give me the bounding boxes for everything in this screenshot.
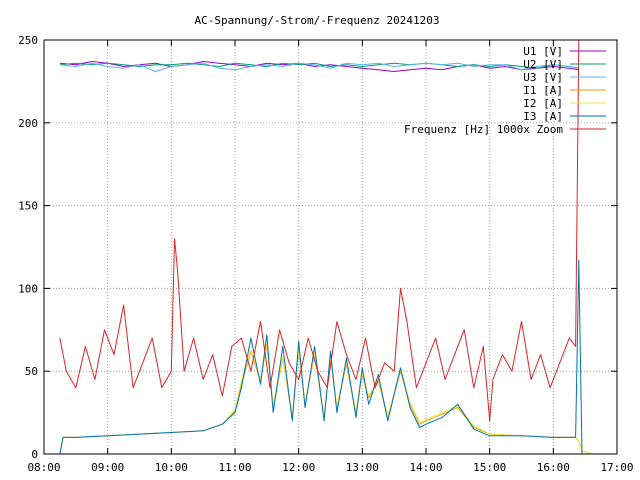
x-tick-label-6: 14:00 — [409, 461, 442, 474]
y-tick-label-1: 50 — [25, 365, 38, 378]
legend: U1 [V]U2 [V]U3 [V]I1 [A]I2 [A]I3 [A]Freq… — [404, 45, 606, 136]
chart-title: AC-Spannung/-Strom/-Frequenz 20241203 — [194, 14, 439, 27]
series-line-1 — [59, 62, 579, 69]
legend-label-0: U1 [V] — [523, 45, 563, 58]
x-tick-label-2: 10:00 — [155, 461, 188, 474]
legend-label-4: I2 [A] — [523, 97, 563, 110]
x-tick-label-9: 17:00 — [600, 461, 633, 474]
legend-label-1: U2 [V] — [523, 58, 563, 71]
series-line-5 — [59, 259, 592, 455]
series-line-0 — [59, 61, 579, 72]
x-tick-label-7: 15:00 — [473, 461, 506, 474]
x-tick-label-1: 09:00 — [91, 461, 124, 474]
y-tick-label-3: 150 — [18, 200, 38, 213]
plot-frame — [43, 39, 618, 455]
legend-label-6: Frequenz [Hz] 1000x Zoom — [404, 123, 563, 136]
legend-label-5: I3 [A] — [523, 110, 563, 123]
y-tick-label-0: 0 — [31, 448, 38, 461]
series-line-2 — [59, 62, 579, 72]
legend-label-2: U3 [V] — [523, 71, 563, 84]
y-tick-label-2: 100 — [18, 282, 38, 295]
x-tick-label-3: 11:00 — [218, 461, 251, 474]
x-tick-label-4: 12:00 — [282, 461, 315, 474]
plot-area — [59, 39, 592, 455]
x-tick-label-8: 16:00 — [537, 461, 570, 474]
series-line-6 — [59, 39, 581, 422]
grid-lines — [44, 40, 617, 454]
x-tick-label-5: 13:00 — [346, 461, 379, 474]
legend-label-3: I1 [A] — [523, 84, 563, 97]
y-tick-label-4: 200 — [18, 117, 38, 130]
axes: 0 50 100 150 200 250 08:00 09:00 10:00 11:00 12:00… — [18, 34, 633, 474]
x-tick-label-0: 08:00 — [27, 461, 60, 474]
y-tick-label-5: 250 — [18, 34, 38, 47]
